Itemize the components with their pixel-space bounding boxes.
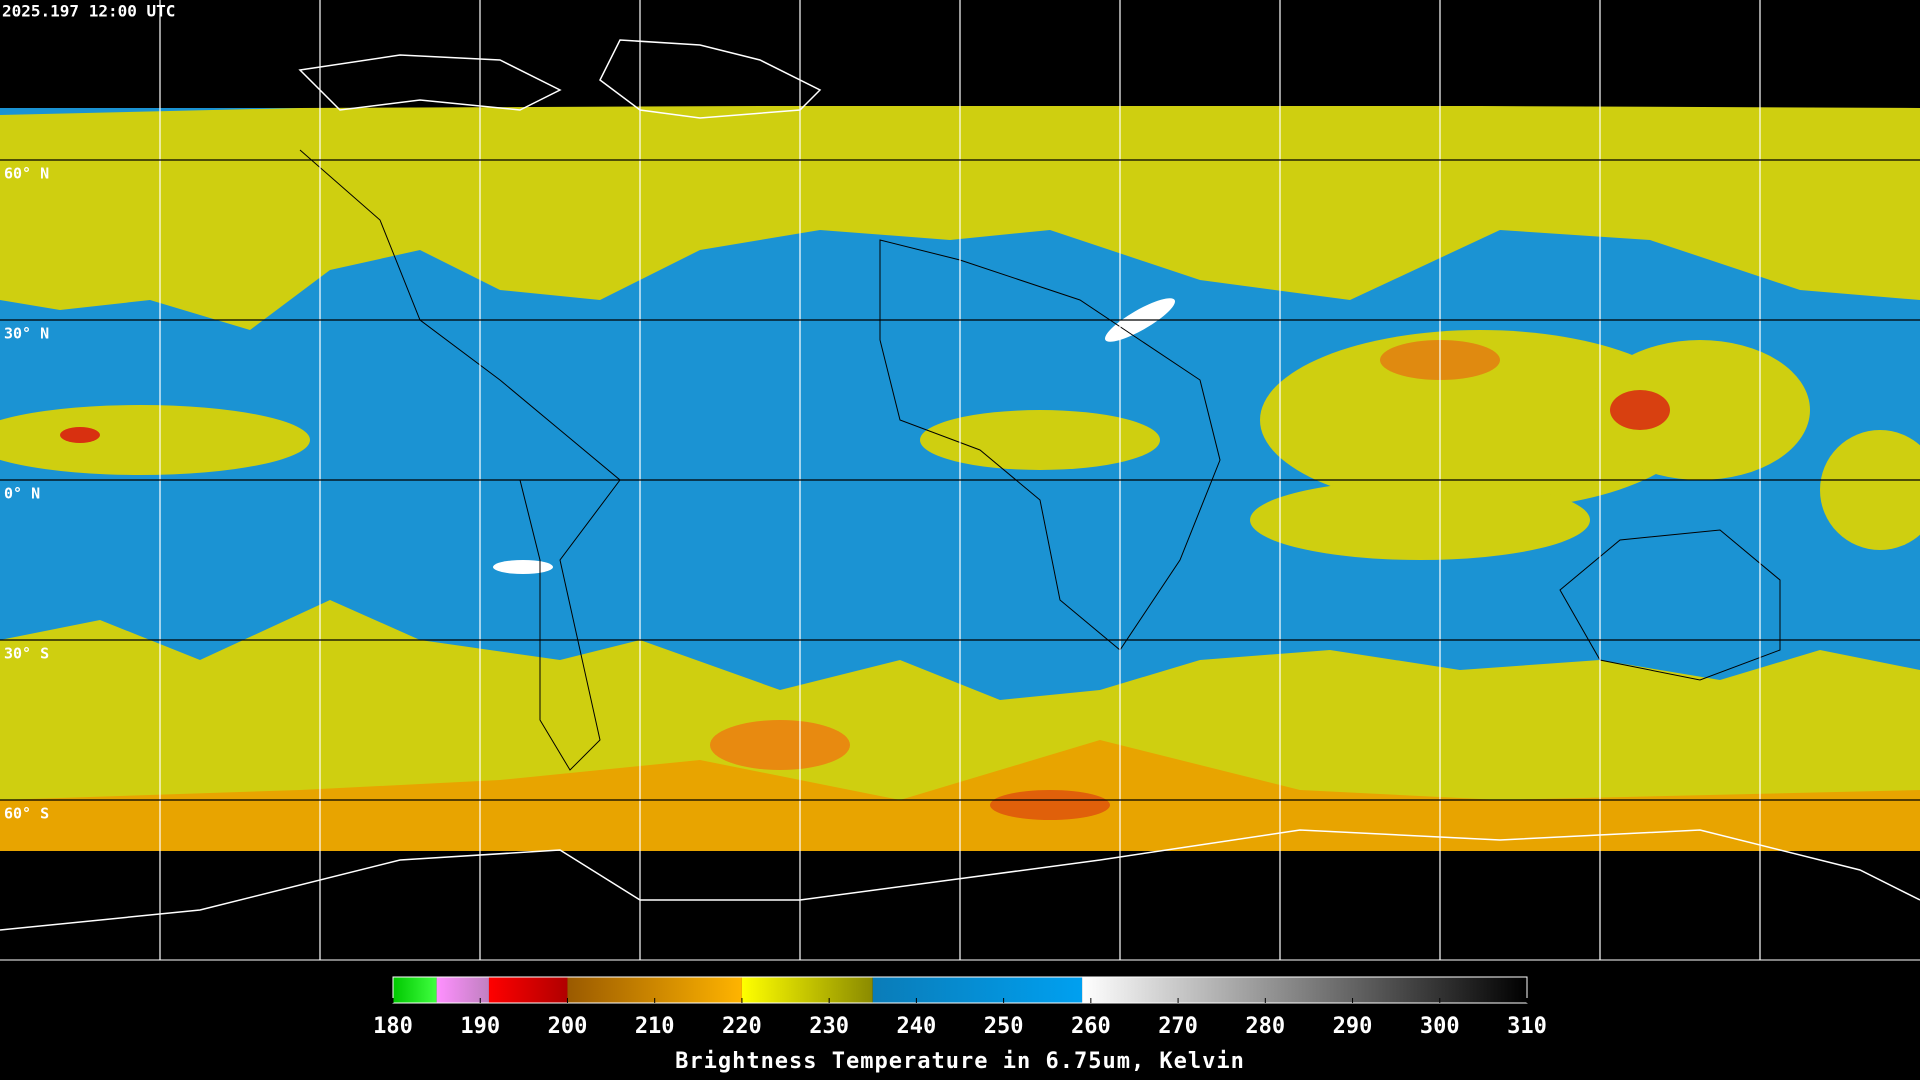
tropical-cloud <box>1260 330 1700 510</box>
tropical-cloud <box>1590 340 1810 480</box>
colorbar-tick-label: 200 <box>548 1014 588 1039</box>
colorbar-segment <box>1082 977 1527 1003</box>
colorbar-tick-label: 260 <box>1071 1014 1111 1039</box>
colorbar-tick-label: 240 <box>897 1014 937 1039</box>
colorbar-tick-label: 190 <box>460 1014 500 1039</box>
timestamp: 2025.197 12:00 UTC <box>2 2 175 21</box>
colorbar-tick-label: 270 <box>1158 1014 1198 1039</box>
graticule: 60° N 30° N 0° N 30° S 60° S <box>0 0 1920 961</box>
colorbar-tick-label: 280 <box>1245 1014 1285 1039</box>
colorbar: 180 190 200 210 220 230 240 250 260 270 280 290 300 3… <box>373 976 1547 1039</box>
colorbar-segment <box>393 977 437 1003</box>
antarctica-outline <box>0 829 1920 931</box>
latitude-label: 30° N <box>4 325 49 343</box>
colorbar-tick-label: 250 <box>984 1014 1024 1039</box>
arctic-islands-outline <box>298 54 562 111</box>
dry-spot <box>493 560 553 574</box>
colorbar-tick-label: 290 <box>1333 1014 1373 1039</box>
colorbar-segment <box>436 977 489 1003</box>
colorbar-border <box>392 976 1528 1004</box>
colorbar-label: Brightness Temperature in 6.75um, Kelvin <box>675 1049 1245 1074</box>
latitude-label: 30° S <box>4 645 49 663</box>
colorbar-segment <box>741 977 873 1003</box>
colorbar-tick-label: 310 <box>1507 1014 1547 1039</box>
colorbar-tick-label: 230 <box>809 1014 849 1039</box>
convective-core <box>60 427 100 443</box>
colorbar-tick-label: 220 <box>722 1014 762 1039</box>
tropical-cloud <box>1820 430 1920 550</box>
convective-core <box>1610 390 1670 430</box>
latitude-label: 60° N <box>4 165 49 183</box>
tropical-cloud <box>0 405 310 475</box>
australia-outline <box>1559 529 1781 681</box>
latitude-label: 0° N <box>4 485 40 503</box>
latitude-label: 60° S <box>4 805 49 823</box>
colorbar-tick-label: 210 <box>635 1014 675 1039</box>
colorbar-tick-label: 180 <box>373 1014 413 1039</box>
cold-spot <box>710 720 850 770</box>
colorbar-tick-label: 300 <box>1420 1014 1460 1039</box>
tropical-cloud <box>1250 480 1590 560</box>
colorbar-segment <box>872 977 1083 1003</box>
tropical-cloud <box>920 410 1160 470</box>
americas-outline <box>299 149 621 771</box>
colorbar-segment <box>488 977 568 1003</box>
cold-spot <box>990 790 1110 820</box>
